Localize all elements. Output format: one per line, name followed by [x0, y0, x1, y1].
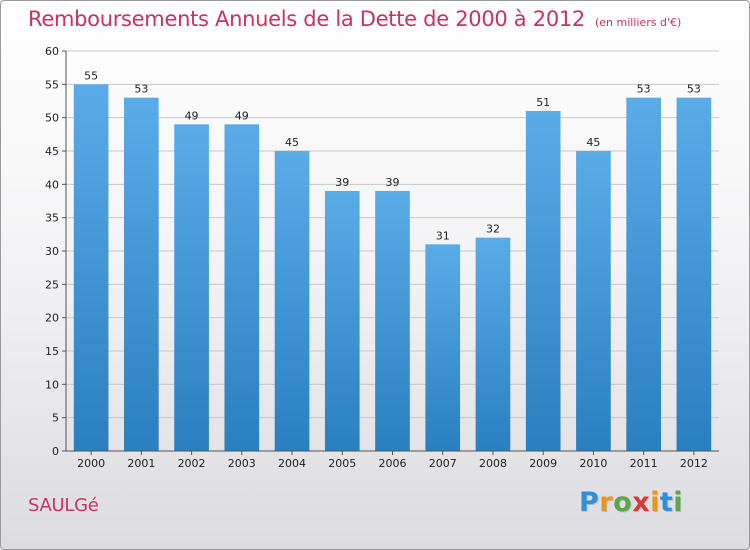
bar-2012[interactable] [676, 97, 712, 452]
bar-2008[interactable] [475, 237, 511, 451]
bar-2005[interactable] [324, 191, 360, 451]
value-label: 49 [235, 109, 249, 122]
bar-2006[interactable] [375, 191, 410, 451]
x-tick-label: 2004 [278, 457, 306, 470]
value-label: 53 [637, 83, 651, 96]
y-tick-label: 10 [45, 378, 59, 391]
logo-letter: x [632, 487, 651, 518]
chart-header: Remboursements Annuels de la Dette de 20… [28, 7, 681, 31]
x-tick-label: 2011 [630, 457, 658, 470]
x-tick-label: 2012 [680, 457, 708, 470]
x-tick-label: 2001 [127, 457, 155, 470]
y-tick-label: 25 [45, 278, 59, 291]
x-tick-label: 2002 [178, 457, 206, 470]
value-label: 49 [185, 109, 199, 122]
bar-2001[interactable] [124, 97, 159, 452]
value-label: 53 [687, 83, 701, 96]
commune-name: SAULGé [28, 495, 99, 516]
y-tick-label: 45 [45, 145, 59, 158]
value-label: 51 [536, 96, 550, 109]
bar-2009[interactable] [525, 111, 561, 451]
bar-2003[interactable] [224, 124, 260, 451]
y-tick-label: 0 [52, 445, 59, 458]
y-tick-label: 60 [45, 45, 59, 58]
bar-2004[interactable] [274, 151, 310, 451]
logo-letter: r [599, 487, 614, 518]
bar-2002[interactable] [174, 124, 209, 451]
logo-letter: o [613, 487, 633, 518]
x-tick-label: 2010 [579, 457, 607, 470]
y-tick-label: 35 [45, 212, 59, 225]
logo-letter: i [650, 487, 660, 518]
x-tick-label: 2005 [328, 457, 356, 470]
bar-2007[interactable] [425, 244, 461, 451]
value-label: 39 [335, 176, 349, 189]
y-tick-label: 30 [45, 245, 59, 258]
x-tick-label: 2009 [529, 457, 557, 470]
y-tick-label: 20 [45, 312, 59, 325]
x-tick-label: 2006 [379, 457, 407, 470]
logo-letter: t [659, 487, 674, 518]
bar-2011[interactable] [626, 97, 661, 452]
x-tick-label: 2000 [77, 457, 105, 470]
value-label: 45 [586, 136, 600, 149]
logo-letter: P [579, 487, 600, 518]
value-label: 39 [386, 176, 400, 189]
value-label: 31 [436, 229, 450, 242]
y-tick-label: 50 [45, 112, 59, 125]
x-tick-label: 2003 [228, 457, 256, 470]
bar-2000[interactable] [73, 84, 109, 451]
x-tick-label: 2007 [429, 457, 457, 470]
proxiti-logo[interactable]: Proxiti [579, 487, 683, 518]
y-tick-label: 15 [45, 345, 59, 358]
y-tick-label: 55 [45, 78, 59, 91]
value-label: 32 [486, 223, 500, 236]
value-label: 55 [84, 69, 98, 82]
logo-letter: i [673, 487, 684, 518]
chart-title: Remboursements Annuels de la Dette de 20… [28, 7, 585, 31]
x-tick-label: 2008 [479, 457, 507, 470]
value-label: 45 [285, 136, 299, 149]
y-tick-label: 5 [52, 412, 59, 425]
chart-unit: (en milliers d'€) [595, 16, 682, 29]
bar-2010[interactable] [576, 151, 611, 451]
value-label: 53 [134, 83, 148, 96]
y-tick-label: 40 [45, 178, 59, 191]
